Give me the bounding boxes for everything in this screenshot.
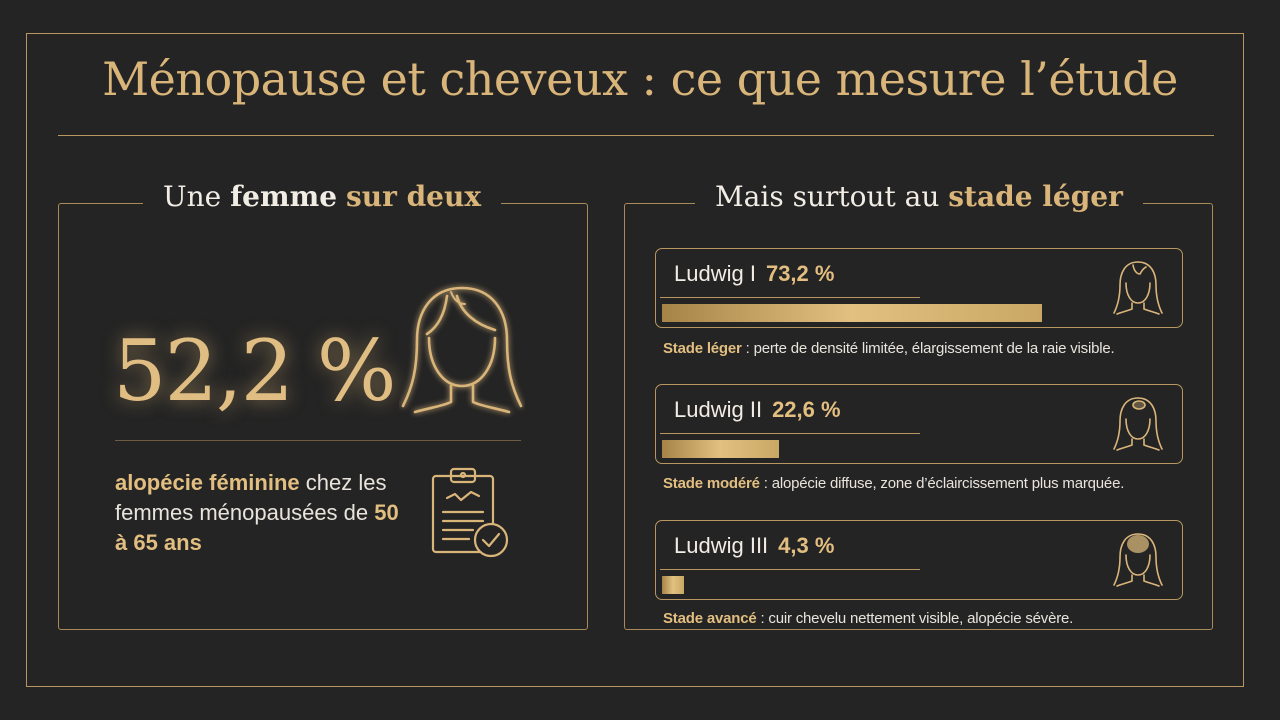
stage-description-2: Stade modéré : alopécie diffuse, zone d’…	[663, 475, 1124, 492]
desc-highlight: alopécie féminine	[115, 470, 300, 495]
woman-hair-icon	[1113, 261, 1163, 315]
left-panel-heading: Une femme sur deux	[143, 180, 502, 213]
desc-age-range: 50 à 65 ans	[115, 500, 399, 555]
ludwig-label: Ludwig II 22,6 %	[674, 397, 841, 423]
stage-description-1: Stade léger : perte de densité limitée, …	[663, 340, 1115, 357]
bar-track	[662, 576, 1182, 594]
big-percent: 52,2 %	[113, 322, 397, 420]
ludwig-divider	[660, 297, 920, 298]
heading-part-gold: stade léger	[948, 180, 1123, 213]
ludwig-name: Ludwig III	[674, 533, 769, 558]
left-divider	[115, 440, 521, 441]
bar-track	[662, 440, 1182, 458]
heading-part: Mais surtout au	[715, 180, 949, 213]
ludwig-label: Ludwig III 4,3 %	[674, 533, 834, 559]
progress-bar	[662, 304, 1042, 322]
progress-bar	[662, 576, 685, 594]
right-panel-heading: Mais surtout au stade léger	[695, 180, 1143, 213]
description: alopécie féminine chez les femmes ménopa…	[115, 468, 415, 558]
woman-hair-icon	[401, 286, 523, 414]
woman-hair-icon	[1113, 397, 1163, 451]
ludwig-card-1: Ludwig I 73,2 %	[655, 248, 1183, 328]
clipboard-check-icon	[431, 467, 509, 558]
stage-label: Stade avancé	[663, 610, 757, 627]
heading-part: Une	[163, 180, 231, 213]
outer-frame	[26, 33, 1244, 687]
ludwig-divider	[660, 433, 920, 434]
stage-description-3: Stade avancé : cuir chevelu nettement vi…	[663, 610, 1073, 627]
bar-track	[662, 304, 1182, 322]
ludwig-percent: 73,2 %	[765, 261, 835, 286]
right-panel: Mais surtout au stade léger Ludwig I 73,2…	[624, 180, 1213, 630]
heading-part-bold: femme	[230, 180, 338, 213]
ludwig-name: Ludwig I	[674, 261, 756, 286]
ludwig-name: Ludwig II	[674, 397, 763, 422]
stage-label: Stade léger	[663, 340, 742, 357]
ludwig-card-2: Ludwig II 22,6 %	[655, 384, 1183, 464]
desc-text: chez les femmes ménopausées de	[115, 470, 387, 525]
ludwig-label: Ludwig I 73,2 %	[674, 261, 834, 287]
ludwig-percent: 4,3 %	[778, 533, 835, 558]
stage-text: : cuir chevelu nettement visible, alopéc…	[756, 610, 1074, 627]
heading-part-gold: sur deux	[345, 180, 482, 213]
progress-bar	[662, 440, 780, 458]
woman-hair-icon	[1113, 533, 1163, 587]
heading-space	[337, 180, 346, 213]
left-panel: Une femme sur deux 52,2 % alopécie fémin…	[58, 180, 588, 630]
ludwig-divider	[660, 569, 920, 570]
title-divider	[58, 135, 1214, 136]
ludwig-percent: 22,6 %	[772, 397, 841, 422]
page-title: Ménopause et cheveux : ce que mesure l’é…	[102, 52, 1178, 106]
stage-text: : perte de densité limitée, élargissemen…	[741, 340, 1115, 357]
stage-label: Stade modéré	[663, 475, 760, 492]
stage-text: : alopécie diffuse, zone d’éclaircisseme…	[759, 475, 1125, 492]
ludwig-card-3: Ludwig III 4,3 %	[655, 520, 1183, 600]
